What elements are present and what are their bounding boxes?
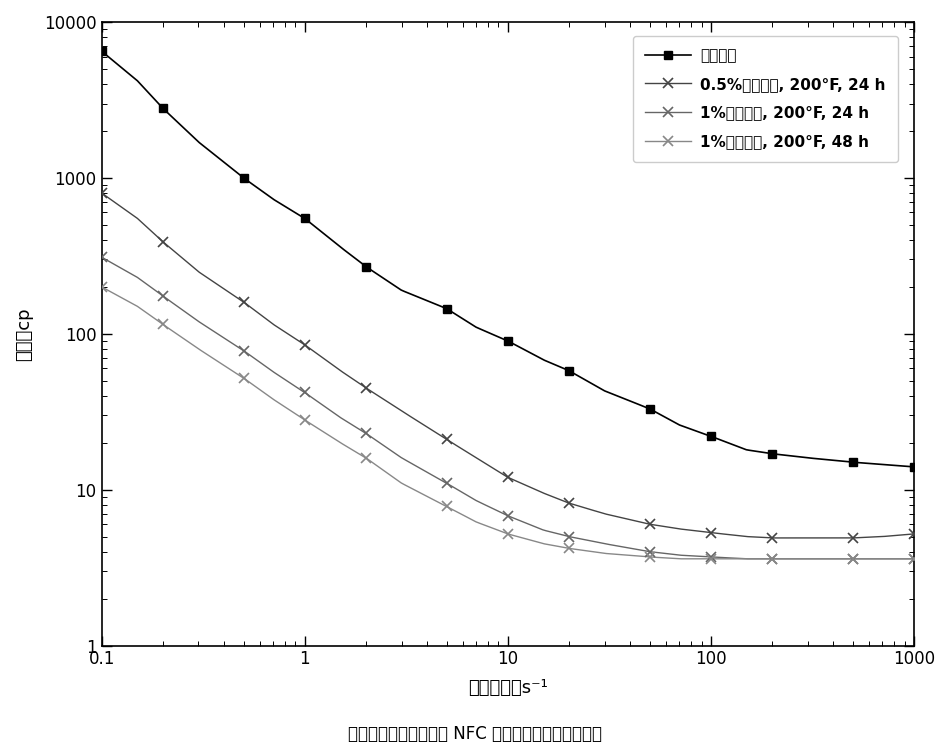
- 1%过硫酸钠, 200°F, 48 h: [299, 416, 311, 424]
- 1%过硫酸钠, 200°F, 48 h: [441, 502, 452, 511]
- 1%过硫酸钠, 200°F, 48 h: [847, 554, 859, 563]
- 1%过硫酸钠, 200°F, 48 h: [767, 554, 778, 563]
- 1%过硫酸钠, 200°F, 24 h: [502, 512, 513, 520]
- 1%过硫酸钠, 200°F, 24 h: [96, 253, 107, 262]
- 1%过硫酸钠, 200°F, 24 h: [644, 548, 655, 556]
- Line: 1%过硫酸钠, 200°F, 24 h: 1%过硫酸钠, 200°F, 24 h: [97, 252, 919, 564]
- 1%过硫酸钠, 200°F, 24 h: [908, 554, 920, 563]
- 无破裂剂: [299, 214, 311, 223]
- 1%过硫酸钠, 200°F, 24 h: [847, 554, 859, 563]
- 1%过硫酸钠, 200°F, 24 h: [767, 554, 778, 563]
- 无破裂剂: [705, 432, 716, 441]
- 无破裂剂: [847, 458, 859, 466]
- 1%过硫酸钠, 200°F, 24 h: [705, 553, 716, 562]
- 无破裂剂: [908, 462, 920, 471]
- 1%过硫酸钠, 200°F, 48 h: [96, 282, 107, 291]
- 1%过硫酸钠, 200°F, 48 h: [705, 554, 716, 563]
- Text: 在用过硫酸钠处理之后 NFC 的粘度与剪切速率的函数: 在用过硫酸钠处理之后 NFC 的粘度与剪切速率的函数: [348, 724, 602, 742]
- 0.5%过硫酸钠, 200°F, 24 h: [157, 237, 168, 246]
- 0.5%过硫酸钠, 200°F, 24 h: [96, 188, 107, 197]
- 1%过硫酸钠, 200°F, 24 h: [299, 388, 311, 397]
- Line: 1%过硫酸钠, 200°F, 48 h: 1%过硫酸钠, 200°F, 48 h: [97, 282, 919, 564]
- 无破裂剂: [238, 173, 249, 182]
- 无破裂剂: [96, 46, 107, 56]
- 0.5%过硫酸钠, 200°F, 24 h: [441, 435, 452, 444]
- 1%过硫酸钠, 200°F, 24 h: [360, 429, 371, 438]
- 无破裂剂: [157, 104, 168, 112]
- 0.5%过硫酸钠, 200°F, 24 h: [563, 499, 575, 508]
- 1%过硫酸钠, 200°F, 48 h: [563, 544, 575, 553]
- Y-axis label: 粘度，cp: 粘度，cp: [15, 307, 33, 361]
- X-axis label: 剪切速率，s⁻¹: 剪切速率，s⁻¹: [467, 680, 548, 698]
- 1%过硫酸钠, 200°F, 24 h: [563, 532, 575, 541]
- 无破裂剂: [563, 366, 575, 375]
- 0.5%过硫酸钠, 200°F, 24 h: [299, 340, 311, 350]
- 0.5%过硫酸钠, 200°F, 24 h: [705, 528, 716, 537]
- 无破裂剂: [502, 337, 513, 346]
- 0.5%过硫酸钠, 200°F, 24 h: [847, 533, 859, 542]
- 0.5%过硫酸钠, 200°F, 24 h: [360, 383, 371, 392]
- 1%过硫酸钠, 200°F, 24 h: [157, 292, 168, 301]
- 1%过硫酸钠, 200°F, 48 h: [644, 553, 655, 562]
- 1%过硫酸钠, 200°F, 24 h: [238, 346, 249, 355]
- 1%过硫酸钠, 200°F, 48 h: [908, 554, 920, 563]
- Line: 0.5%过硫酸钠, 200°F, 24 h: 0.5%过硫酸钠, 200°F, 24 h: [97, 188, 919, 543]
- 1%过硫酸钠, 200°F, 48 h: [502, 530, 513, 538]
- 无破裂剂: [360, 262, 371, 271]
- 无破裂剂: [767, 449, 778, 458]
- 0.5%过硫酸钠, 200°F, 24 h: [644, 520, 655, 529]
- 无破裂剂: [644, 404, 655, 413]
- 1%过硫酸钠, 200°F, 48 h: [238, 374, 249, 382]
- 1%过硫酸钠, 200°F, 48 h: [157, 320, 168, 328]
- 1%过硫酸钠, 200°F, 48 h: [360, 453, 371, 462]
- Line: 无破裂剂: 无破裂剂: [98, 47, 918, 471]
- 无破裂剂: [441, 304, 452, 313]
- 0.5%过硫酸钠, 200°F, 24 h: [908, 530, 920, 538]
- Legend: 无破裂剂, 0.5%过硫酸钠, 200°F, 24 h, 1%过硫酸钠, 200°F, 24 h, 1%过硫酸钠, 200°F, 48 h: 无破裂剂, 0.5%过硫酸钠, 200°F, 24 h, 1%过硫酸钠, 200…: [634, 36, 898, 161]
- 1%过硫酸钠, 200°F, 24 h: [441, 478, 452, 488]
- 0.5%过硫酸钠, 200°F, 24 h: [502, 472, 513, 482]
- 0.5%过硫酸钠, 200°F, 24 h: [238, 298, 249, 307]
- 0.5%过硫酸钠, 200°F, 24 h: [767, 533, 778, 542]
